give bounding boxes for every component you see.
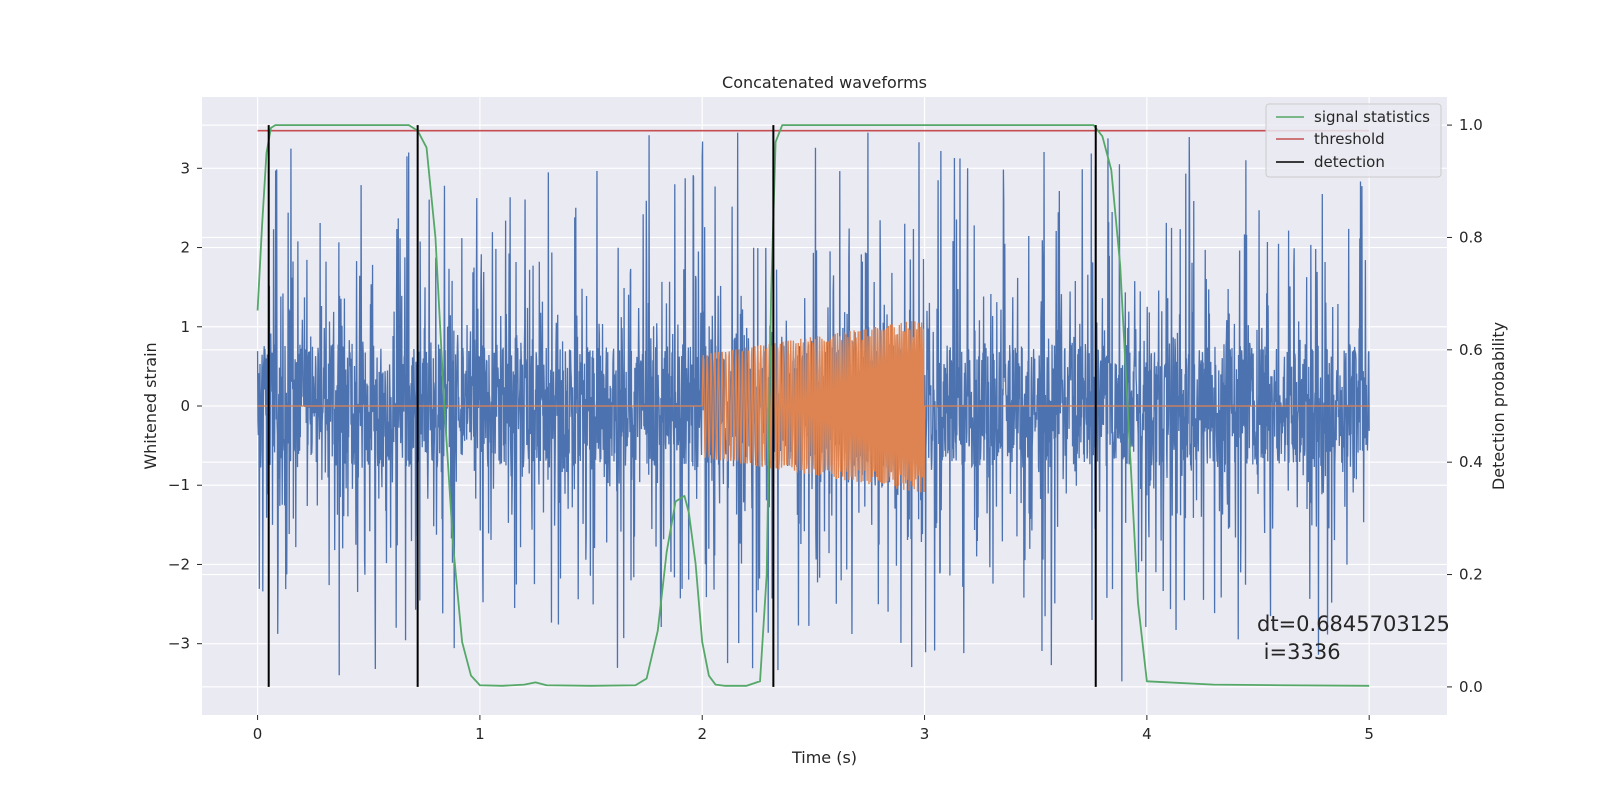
- x-tick-label: 3: [920, 725, 930, 743]
- x-tick-label: 4: [1142, 725, 1152, 743]
- annotation-i: i=3336: [1257, 640, 1341, 664]
- y-tick-label: 0: [180, 397, 190, 415]
- legend: signal statistics threshold detection: [1265, 103, 1442, 178]
- y-tick-label: 2: [180, 239, 190, 257]
- signal-statistics-line: [256, 124, 1370, 687]
- noise-trace: [256, 132, 1370, 682]
- legend-label-threshold: threshold: [1314, 130, 1385, 148]
- y-tick-label: −2: [168, 555, 190, 573]
- y-tick-label: 3: [180, 159, 190, 177]
- x-tick-label: 2: [697, 725, 707, 743]
- chart-title: Concatenated waveforms: [722, 73, 927, 92]
- y2-tick-label: 1.0: [1459, 116, 1483, 134]
- y2-tick-label: 0.4: [1459, 453, 1483, 471]
- ticks-layer: 0 1 2 3 4 5 −3 −2 −1 0 1 2 3 0.0 0.2 0.4 0.6 0.8 1.0: [168, 116, 1483, 743]
- y2-tick-label: 0.0: [1459, 678, 1483, 696]
- x-tick-label: 0: [253, 725, 263, 743]
- x-tick-label: 1: [475, 725, 485, 743]
- legend-label-detection: detection: [1314, 153, 1385, 171]
- y2-tick-label: 0.2: [1459, 566, 1483, 584]
- x-tick-label: 5: [1364, 725, 1374, 743]
- y-axis-label: Whitened strain: [141, 342, 160, 469]
- annotation-dt: dt=0.6845703125: [1257, 612, 1450, 636]
- legend-box: [1265, 103, 1442, 178]
- y-tick-label: −1: [168, 476, 190, 494]
- y2-tick-label: 0.6: [1459, 341, 1483, 359]
- data-layer: [256, 124, 1370, 687]
- x-axis-label: Time (s): [791, 748, 857, 767]
- y-tick-label: 1: [180, 318, 190, 336]
- y2-axis-label: Detection probability: [1489, 322, 1508, 490]
- y2-tick-label: 0.8: [1459, 228, 1483, 246]
- legend-label-signal-statistics: signal statistics: [1314, 108, 1430, 126]
- y-tick-label: −3: [168, 635, 190, 653]
- injection-trace: [257, 321, 1370, 493]
